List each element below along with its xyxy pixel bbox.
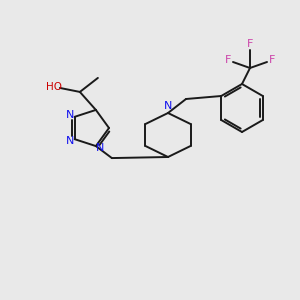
Text: N: N (164, 101, 172, 111)
Text: F: F (225, 55, 231, 65)
Text: HO: HO (46, 82, 62, 92)
Text: N: N (65, 136, 74, 146)
Text: N: N (96, 143, 104, 153)
Text: F: F (269, 55, 275, 65)
Text: F: F (247, 39, 253, 49)
Text: N: N (65, 110, 74, 120)
